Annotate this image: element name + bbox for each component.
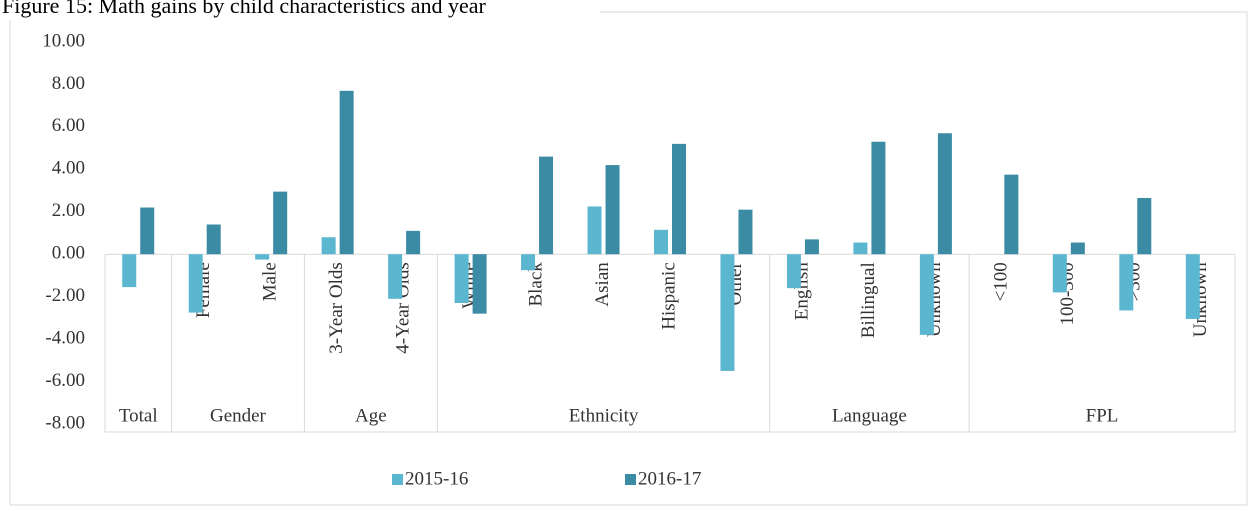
y-tick-label: -6.00 <box>45 370 85 391</box>
y-tick-label: 8.00 <box>52 73 85 94</box>
y-tick-label: 10.00 <box>42 30 85 51</box>
bar <box>255 254 270 260</box>
bar <box>672 143 686 255</box>
x-tick-label: Black <box>525 262 546 307</box>
y-tick-label: 2.00 <box>52 200 85 221</box>
bar <box>738 209 753 255</box>
bar <box>720 254 735 371</box>
chart-title: Figure 15: Math gains by child character… <box>2 0 487 18</box>
bar <box>1137 197 1152 255</box>
bar <box>654 229 668 255</box>
bar <box>1052 254 1067 293</box>
bar <box>539 156 554 255</box>
bar <box>188 254 203 313</box>
bar <box>339 90 354 255</box>
bar <box>1070 242 1085 255</box>
bar <box>937 133 952 255</box>
y-tick-label: 4.00 <box>52 158 85 179</box>
bar <box>454 254 469 304</box>
bar <box>406 230 421 255</box>
x-tick-label: Hispanic <box>658 262 679 330</box>
group-label: Ethnicity <box>569 405 639 426</box>
y-tick-label: 0.00 <box>52 243 85 264</box>
bar <box>587 206 602 255</box>
group-label: Age <box>355 405 387 426</box>
bar <box>871 141 886 255</box>
bar <box>122 254 137 288</box>
bar <box>1119 254 1134 311</box>
bar <box>206 224 221 255</box>
x-tick-label: <100 <box>991 262 1012 301</box>
legend-swatch <box>392 474 403 485</box>
bar <box>273 191 288 255</box>
group-label: Language <box>832 405 907 426</box>
bar <box>605 165 620 255</box>
x-tick-label: Billingual <box>858 262 879 338</box>
y-tick-label: -2.00 <box>45 285 85 306</box>
legend-label: 2015-16 <box>405 468 468 489</box>
bar <box>853 242 868 255</box>
bar <box>321 237 336 255</box>
bar <box>919 254 934 335</box>
chart-frame <box>9 11 1248 506</box>
x-tick-label: Asian <box>592 262 613 307</box>
bar <box>521 254 536 271</box>
legend-swatch <box>625 474 636 485</box>
bar <box>1185 254 1200 319</box>
x-tick-label: Male <box>260 262 281 301</box>
bar <box>388 254 403 299</box>
bar <box>804 239 819 255</box>
bar <box>786 254 801 289</box>
group-label: Total <box>119 405 158 426</box>
bar <box>472 254 487 314</box>
y-tick-label: 6.00 <box>52 115 85 136</box>
legend-label: 2016-17 <box>638 468 701 489</box>
y-tick-label: -8.00 <box>45 412 85 433</box>
y-tick-label: -4.00 <box>45 327 85 348</box>
x-tick-label: 3-Year Olds <box>326 262 347 353</box>
group-label: Gender <box>210 405 267 426</box>
bar <box>140 207 155 255</box>
bar <box>1004 174 1019 255</box>
group-label: FPL <box>1086 405 1119 426</box>
title-bg <box>0 0 600 20</box>
